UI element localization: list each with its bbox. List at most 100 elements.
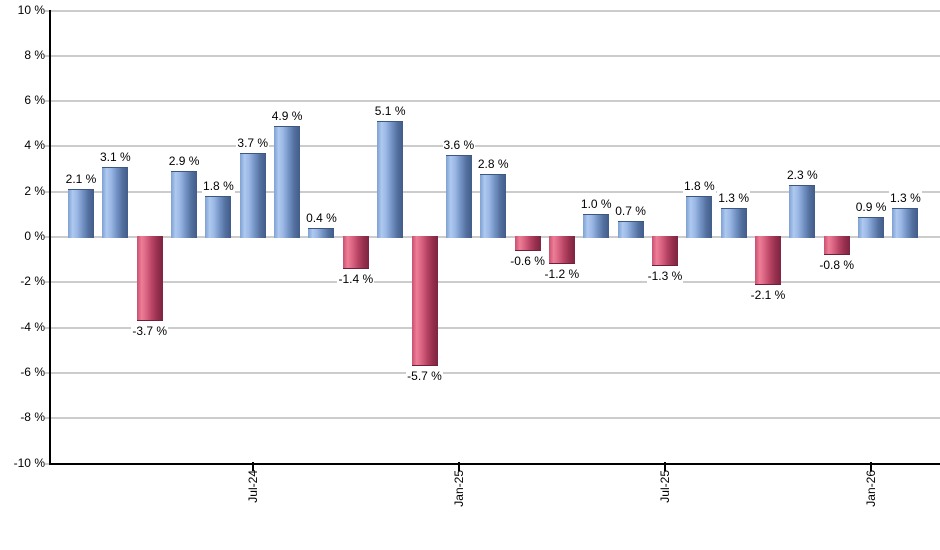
bar-value-text: 3.6 %	[442, 138, 476, 153]
bar-value-text: 2.1 %	[64, 172, 98, 187]
bar-value-label: 2.1 %	[54, 172, 108, 187]
bar-Jun-24[interactable]	[205, 196, 232, 238]
bar-value-text: 0.4 %	[305, 210, 338, 225]
bar-value-text: -3.7 %	[131, 323, 169, 338]
bar-Jan-25[interactable]	[445, 155, 472, 238]
bar-value-label: 5.1 %	[363, 104, 417, 119]
bar-Jul-25[interactable]	[651, 236, 678, 267]
bar-value-label: 1.3 %	[878, 190, 932, 205]
bar-Aug-25[interactable]	[686, 196, 713, 238]
x-axis-tick	[663, 462, 666, 471]
x-axis-tick-label: Jan-26	[864, 470, 879, 507]
gridline	[45, 371, 940, 374]
bar-value-label: 3.6 %	[432, 138, 486, 153]
gridline	[45, 417, 940, 420]
bar-May-25[interactable]	[583, 214, 610, 238]
bar-value-label: 2.8 %	[466, 156, 520, 171]
bar-value-label: 3.7 %	[226, 136, 280, 151]
bar-value-text: 0.7 %	[614, 204, 647, 219]
bar-Jan-26[interactable]	[858, 216, 885, 238]
bar-Nov-25[interactable]	[789, 184, 816, 238]
y-axis-tick-label: 4 %	[24, 138, 45, 153]
bar-value-label: -1.4 %	[329, 271, 383, 286]
bar-Mar-24[interactable]	[102, 166, 129, 238]
bar-value-text: 1.8 %	[682, 179, 716, 194]
y-axis-tick-label: -6 %	[20, 364, 45, 379]
bar-value-label: 0.4 %	[294, 210, 348, 225]
x-axis-tick-label: Jan-25	[451, 470, 466, 507]
gridline	[45, 326, 940, 329]
bar-Dec-24[interactable]	[411, 236, 438, 367]
bar-value-label: 1.8 %	[191, 179, 245, 194]
bar-Sep-24[interactable]	[308, 227, 335, 238]
bar-Nov-24[interactable]	[377, 121, 404, 238]
bar-value-label: 2.3 %	[775, 167, 829, 182]
gridline	[45, 9, 940, 12]
x-axis-tick-label: Jul-25	[657, 470, 672, 503]
bar-value-label: -0.6 %	[501, 253, 555, 268]
bar-value-label: 0.9 %	[844, 199, 898, 214]
bar-value-label: 1.8 %	[672, 179, 726, 194]
bar-May-24[interactable]	[171, 171, 198, 238]
bar-value-label: -3.7 %	[123, 323, 177, 338]
y-axis-tick-label: 0 %	[24, 229, 45, 243]
bar-Feb-26[interactable]	[892, 207, 919, 238]
gridline	[45, 54, 940, 57]
bar-value-text: 1.3 %	[717, 190, 750, 205]
y-axis-tick-label: -4 %	[20, 319, 45, 334]
bar-value-text: 1.0 %	[579, 197, 613, 212]
bar-value-text: 3.1 %	[99, 149, 132, 164]
bar-value-text: 2.3 %	[786, 167, 819, 182]
bar-value-label: -1.2 %	[535, 267, 589, 282]
bar-value-text: -0.8 %	[818, 258, 856, 273]
y-axis-tick-label: 6 %	[24, 93, 45, 108]
y-axis-tick-label: 10 %	[17, 2, 45, 17]
bar-value-label: 3.1 %	[88, 149, 142, 164]
x-axis-tick	[251, 462, 254, 471]
bar-value-text: 2.8 %	[476, 156, 510, 171]
gridline	[45, 100, 940, 103]
x-axis-tick	[457, 462, 460, 471]
bar-value-text: 1.8 %	[202, 179, 235, 194]
bar-value-text: -2.1 %	[749, 287, 787, 302]
y-axis-tick-label: -8 %	[20, 410, 45, 425]
bar-Sep-25[interactable]	[720, 207, 747, 238]
bar-Apr-24[interactable]	[136, 236, 163, 321]
bar-Jun-25[interactable]	[617, 221, 644, 238]
x-axis-tick-label: Jul-24	[245, 470, 260, 503]
bar-Jul-24[interactable]	[239, 153, 266, 238]
bar-value-text: -5.7 %	[406, 369, 443, 384]
bar-value-label: 1.0 %	[569, 197, 623, 212]
bar-Oct-24[interactable]	[342, 236, 369, 269]
bar-value-label: -0.8 %	[810, 258, 864, 273]
bar-Apr-25[interactable]	[548, 236, 575, 265]
bar-value-text: -1.4 %	[337, 271, 375, 286]
bar-value-text: 2.9 %	[167, 154, 201, 169]
bar-value-text: 3.7 %	[236, 136, 270, 151]
bar-value-text: 4.9 %	[270, 109, 304, 123]
y-axis-tick-label: -2 %	[20, 274, 45, 289]
bar-value-text: 1.3 %	[889, 190, 922, 205]
bar-Aug-24[interactable]	[274, 126, 301, 238]
x-axis-tick	[870, 462, 873, 471]
bar-value-label: 1.3 %	[707, 190, 761, 205]
bar-value-label: 4.9 %	[260, 109, 314, 123]
bar-Feb-24[interactable]	[68, 189, 94, 238]
bar-value-label: -5.7 %	[398, 369, 452, 384]
x-axis-line	[49, 463, 940, 465]
bar-Dec-25[interactable]	[823, 236, 850, 256]
bar-Oct-25[interactable]	[755, 236, 781, 285]
y-axis-tick-label: -10 %	[13, 455, 45, 470]
y-axis-tick-label: 8 %	[24, 47, 45, 62]
bar-value-label: 0.7 %	[604, 204, 658, 219]
bar-value-text: 5.1 %	[373, 104, 407, 119]
y-axis-line	[49, 10, 51, 465]
bar-value-text: -0.6 %	[509, 253, 546, 268]
y-axis-tick-label: 2 %	[24, 183, 45, 198]
bar-Mar-25[interactable]	[514, 236, 541, 251]
bar-Feb-25[interactable]	[480, 173, 507, 238]
bar-value-label: -1.3 %	[638, 269, 692, 284]
bar-value-text: -1.2 %	[543, 267, 581, 282]
gridline	[45, 281, 940, 284]
